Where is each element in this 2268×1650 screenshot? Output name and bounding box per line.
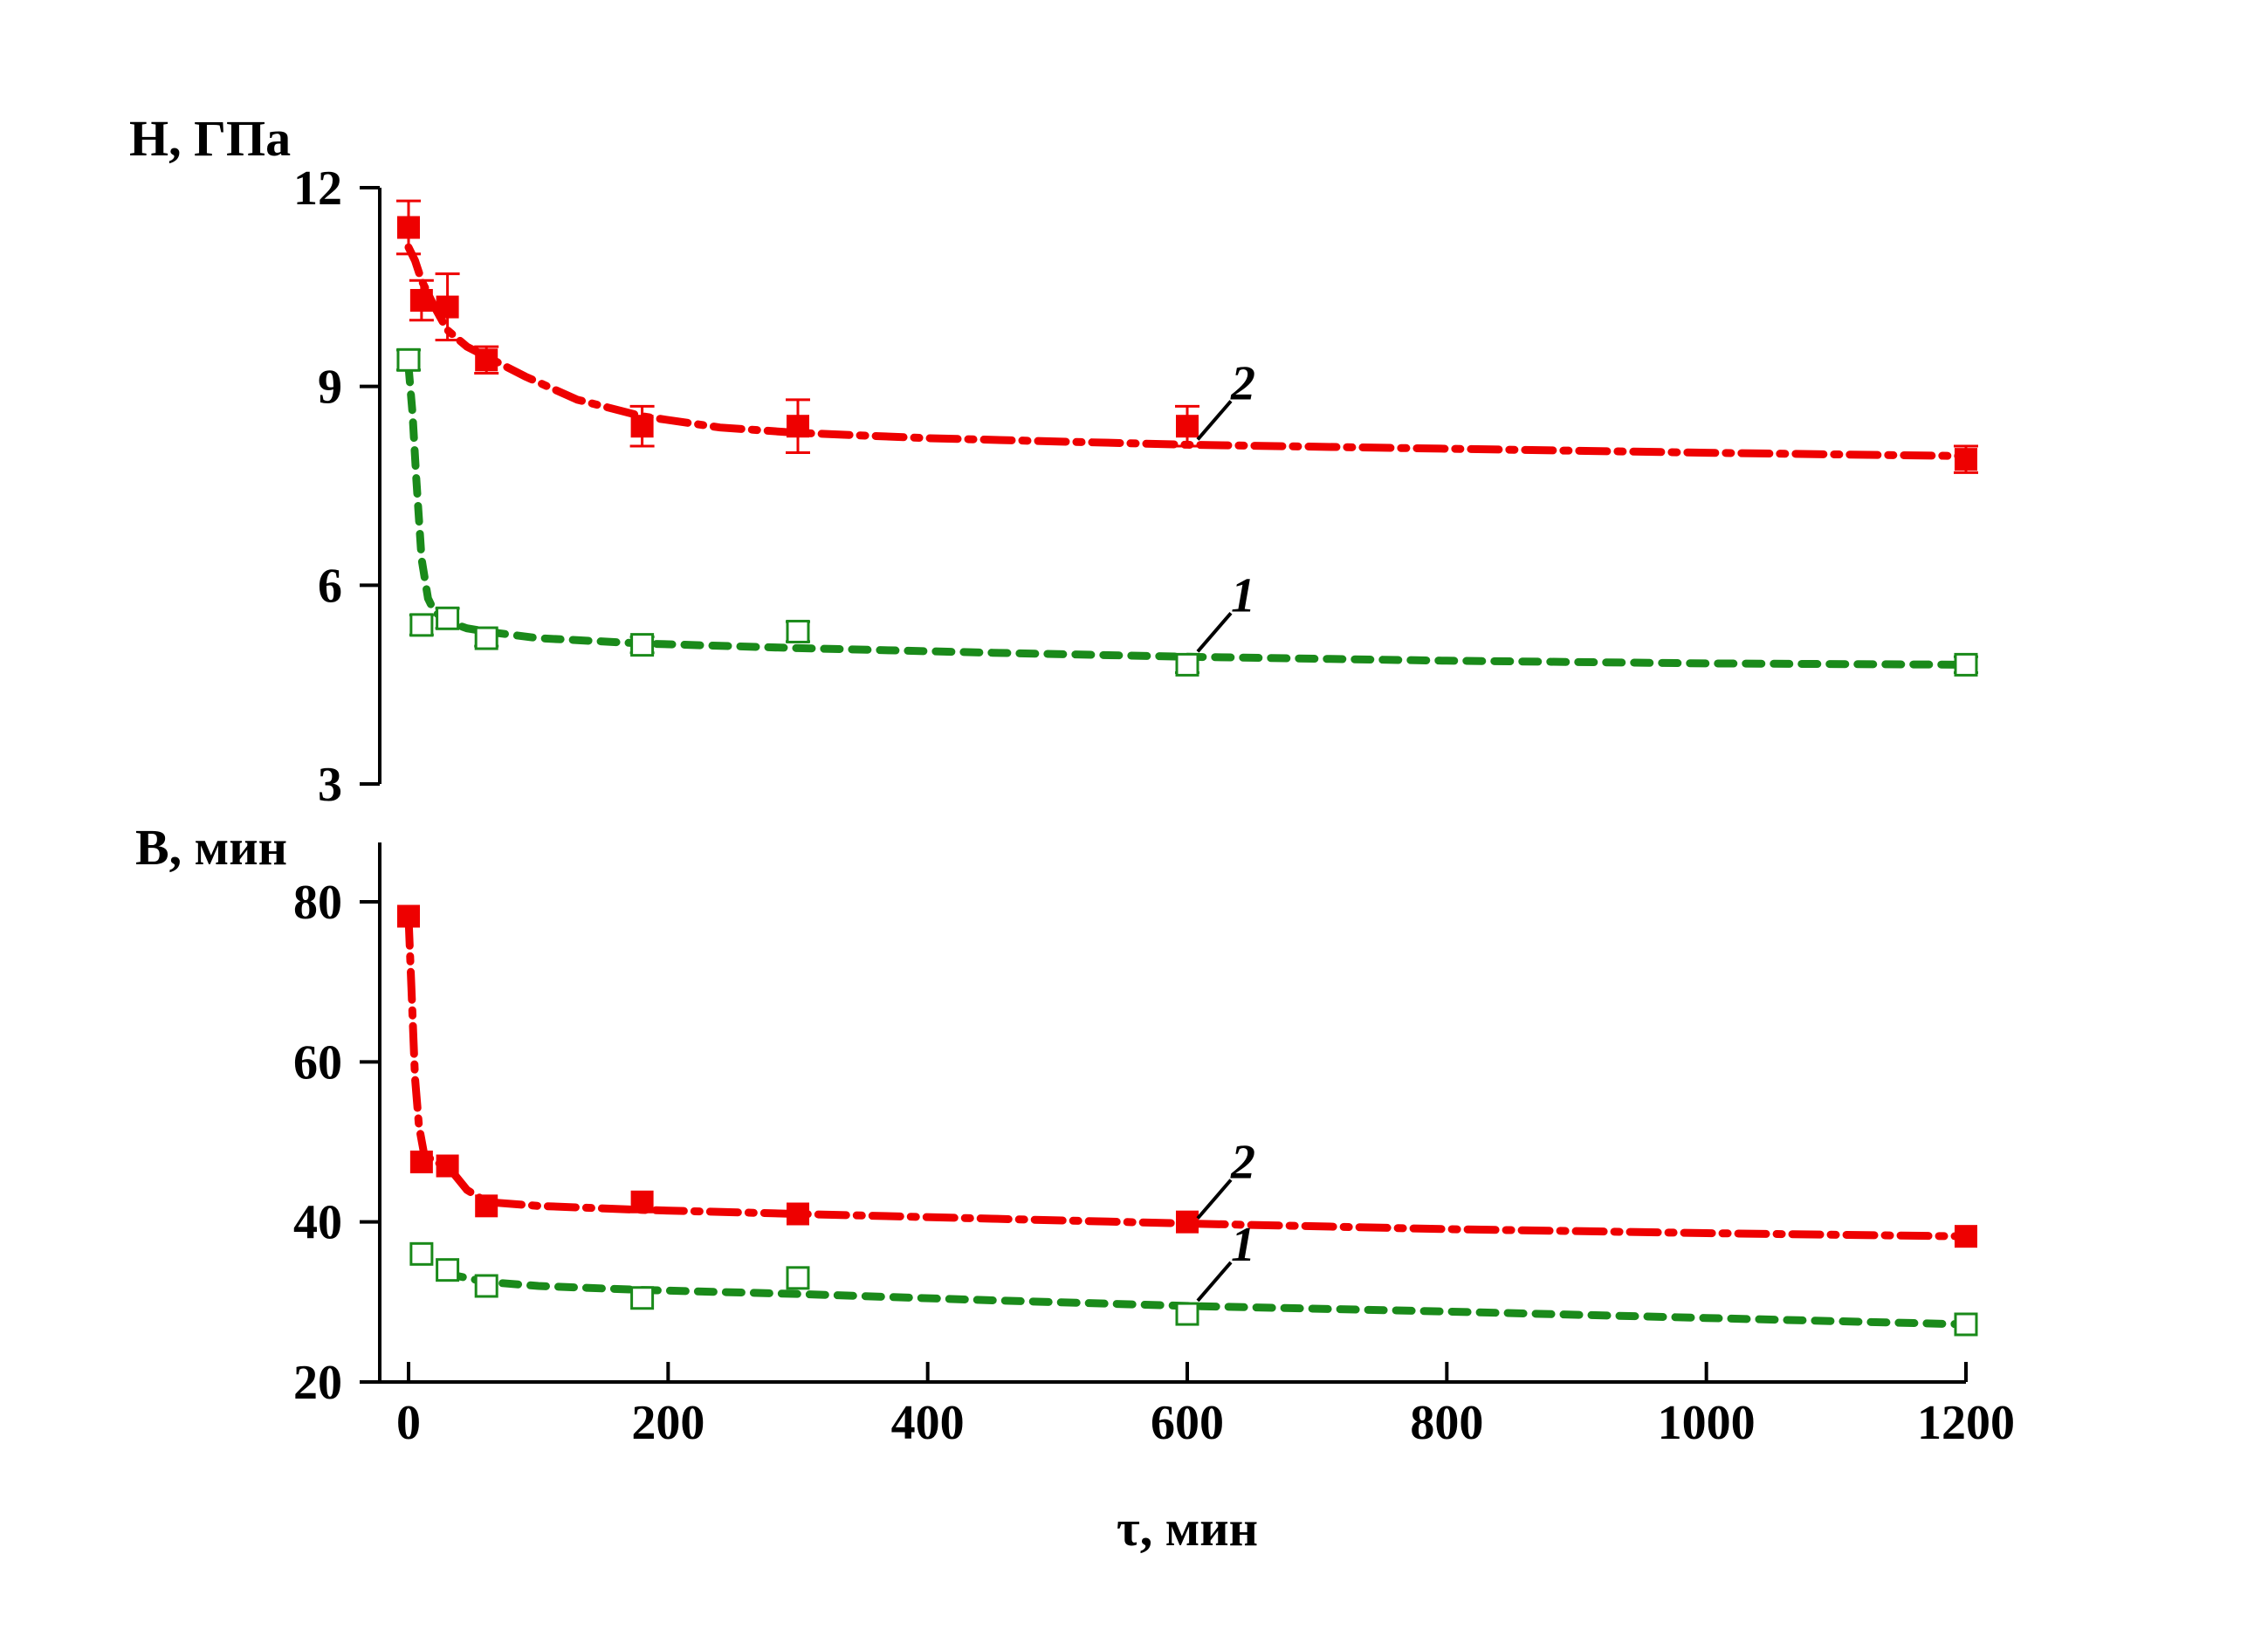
curve-label-2: 2 <box>1230 1136 1255 1190</box>
hardness-y-ticks: 3 6 9 12 <box>293 162 380 812</box>
point-2-6 <box>1176 1210 1199 1234</box>
b-panel: B, мин τ, мин 20 40 60 80 0 200 400 600 800 1000… <box>135 819 2015 1557</box>
point-1-0 <box>409 1241 434 1266</box>
hardness-curve-labels: 12 <box>1196 356 1255 653</box>
point-2-0 <box>397 904 420 928</box>
x-tick-label: 200 <box>631 1396 704 1450</box>
point-2-0 <box>397 216 420 239</box>
point-1-5 <box>1175 1302 1199 1326</box>
point-1-2 <box>474 1274 498 1298</box>
b-curve-labels: 12 <box>1196 1136 1255 1303</box>
hardness-y-axis-label: H, ГПа <box>129 110 291 167</box>
y-tick-label: 12 <box>293 162 342 216</box>
point-1-3 <box>474 626 498 650</box>
fit-line-2 <box>404 913 1970 1241</box>
point-1-4 <box>786 1266 810 1290</box>
b-points <box>397 904 1978 1337</box>
y-tick-label: 60 <box>293 1035 342 1090</box>
x-axis-label: τ, мин <box>1117 1500 1258 1557</box>
x-tick-label: 800 <box>1410 1396 1483 1450</box>
fit-line-1 <box>443 1269 1970 1329</box>
point-2-2 <box>436 1154 459 1178</box>
b-y-axis-label: B, мин <box>135 819 287 876</box>
b-fit-lines <box>404 913 1970 1329</box>
curve-label-leader-2 <box>1196 1179 1233 1220</box>
point-2-3 <box>475 1194 498 1218</box>
curve-label-1: 1 <box>1231 568 1255 622</box>
point-2-5 <box>787 1202 809 1226</box>
curve-label-leader-1 <box>1196 1261 1233 1303</box>
x-tick-label: 600 <box>1151 1396 1224 1450</box>
y-tick-label: 80 <box>293 876 342 930</box>
curve-label-leader-1 <box>1196 611 1233 653</box>
y-tick-label: 6 <box>318 559 342 613</box>
point-2-1 <box>409 289 433 313</box>
point-1-1 <box>409 613 434 637</box>
point-1-5 <box>786 619 810 643</box>
x-tick-label: 0 <box>396 1396 421 1450</box>
x-tick-label: 1200 <box>1917 1396 2015 1450</box>
y-tick-label: 40 <box>293 1196 342 1250</box>
hardness-fit-lines <box>404 243 1970 669</box>
point-1-7 <box>1954 652 1978 677</box>
point-2-5 <box>787 415 809 438</box>
point-1-6 <box>1954 1312 1978 1337</box>
point-2-4 <box>630 415 654 438</box>
point-2-3 <box>475 348 498 372</box>
point-2-1 <box>409 1150 433 1173</box>
curve-label-1: 1 <box>1231 1218 1255 1272</box>
point-1-2 <box>436 606 460 630</box>
b-y-ticks: 20 40 60 80 <box>293 876 380 1410</box>
point-1-1 <box>436 1258 460 1282</box>
point-1-6 <box>1175 652 1199 677</box>
point-2-2 <box>436 295 459 319</box>
point-2-6 <box>1176 415 1199 438</box>
y-tick-label: 9 <box>318 361 342 415</box>
curve-label-2: 2 <box>1230 356 1255 410</box>
x-ticks: 0 200 400 600 800 1000 1200 <box>396 1362 2015 1450</box>
curve-label-leader-2 <box>1196 400 1233 441</box>
point-2-7 <box>1955 1225 1977 1248</box>
hardness-points <box>396 216 1978 677</box>
y-tick-label: 20 <box>293 1356 342 1410</box>
point-2-4 <box>630 1190 654 1213</box>
y-tick-label: 3 <box>318 758 342 812</box>
point-1-3 <box>630 1286 655 1310</box>
point-1-4 <box>630 633 655 657</box>
x-tick-label: 400 <box>891 1396 965 1450</box>
point-1-0 <box>396 347 421 372</box>
x-tick-label: 1000 <box>1658 1396 1756 1450</box>
point-2-7 <box>1955 448 1977 471</box>
